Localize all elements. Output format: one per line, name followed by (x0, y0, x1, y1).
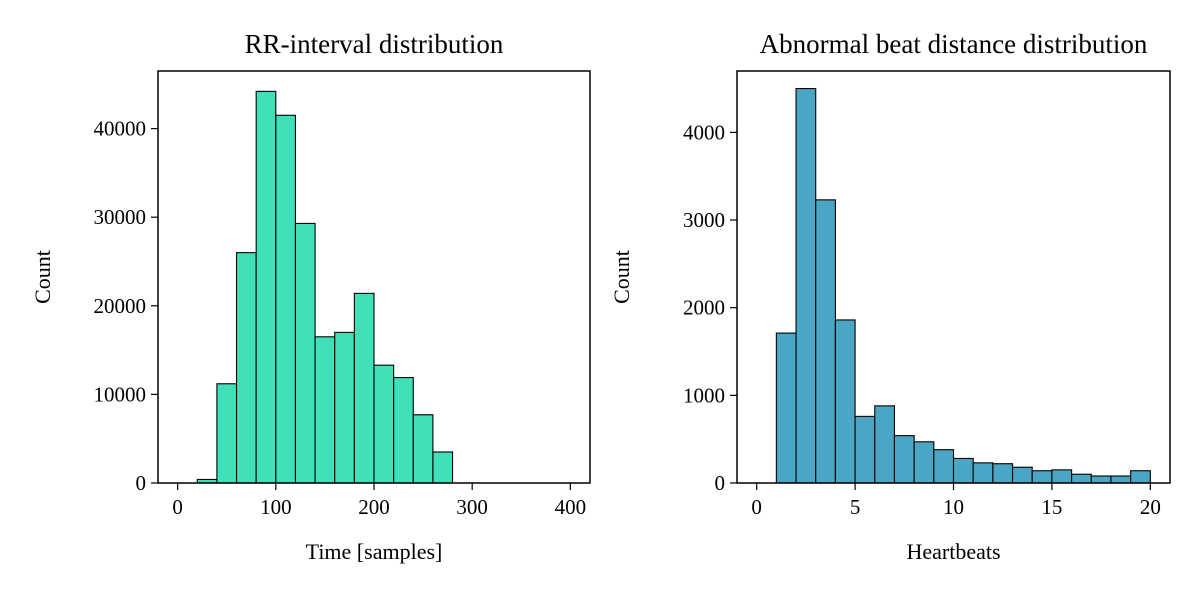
chart-1-ytick-label-4: 40000 (94, 117, 147, 141)
chart-1-bar-12 (412, 414, 434, 484)
chart-2-bar-17 (1110, 475, 1132, 484)
chart-1-ytick-label-3: 30000 (94, 205, 147, 229)
chart-2-xtick-label-0: 0 (751, 495, 762, 519)
chart-2-y-axis-label: Count (609, 250, 634, 304)
chart-1-bar-3 (235, 252, 257, 484)
chart-2-ytick-label-4: 4000 (683, 120, 725, 144)
chart-2-xtick-label-2: 10 (943, 495, 964, 519)
chart-2-ytick-label-3: 3000 (683, 208, 725, 232)
chart-2-title: Abnormal beat distance distribution (760, 29, 1148, 59)
chart-2-bar-10 (972, 462, 994, 484)
chart-2-bar-12 (1011, 466, 1033, 484)
chart-1-bar-9 (353, 292, 375, 484)
chart-1-xtick-label-0: 0 (172, 495, 183, 519)
chart-2-bar-11 (992, 463, 1014, 484)
chart-1-bar-7 (314, 336, 336, 484)
chart-1-x-axis-label: Time [samples] (306, 539, 443, 564)
chart-1-bar-5 (275, 114, 297, 484)
chart-2-bar-1 (795, 87, 817, 484)
chart-2-bar-3 (834, 319, 856, 484)
chart-2-bar-18 (1130, 470, 1151, 484)
chart-1-y-axis-label: Count (30, 250, 55, 304)
chart-2: 0 5 10 15 20 0 1000 2000 3000 4000 Abnormal beat d… (609, 29, 1171, 564)
chart-2-bar-7 (913, 441, 935, 484)
chart-1-xtick-label-2: 200 (358, 495, 390, 519)
chart-1-ytick-label-0: 0 (136, 471, 147, 495)
chart-2-x-axis-label: Heartbeats (906, 539, 1000, 564)
chart-2-bar-9 (952, 457, 974, 484)
chart-1-bar-13 (432, 451, 454, 484)
chart-1-xtick-label-4: 400 (555, 495, 587, 519)
chart-2-bar-0 (775, 332, 797, 484)
chart-2-ytick-label-0: 0 (715, 471, 726, 495)
chart-2-xtick-label-3: 15 (1041, 495, 1062, 519)
chart-1: 0 100 200 300 400 0 10000 20000 30000 40000 RR-int… (30, 29, 591, 564)
chart-2-ytick-label-2: 2000 (683, 296, 725, 320)
chart-2-xtick-label-4: 20 (1140, 495, 1161, 519)
chart-2-ytick-label-1: 1000 (683, 383, 725, 407)
chart-2-bar-2 (815, 199, 836, 484)
chart-2-bar-6 (893, 435, 915, 484)
chart-1-xtick-label-1: 100 (260, 495, 292, 519)
chart-1-bar-6 (294, 222, 316, 484)
chart-1-bar-2 (216, 383, 238, 484)
chart-2-bar-15 (1071, 473, 1092, 484)
chart-1-xtick-label-3: 300 (456, 495, 488, 519)
chart-2-bar-14 (1051, 469, 1073, 484)
chart-2-bar-16 (1090, 475, 1112, 484)
chart-1-ytick-label-2: 20000 (94, 294, 147, 318)
chart-2-bar-5 (874, 405, 896, 484)
chart-2-bar-8 (933, 449, 955, 484)
chart-2-bar-13 (1031, 470, 1053, 484)
chart-1-bar-11 (393, 377, 414, 484)
chart-2-bar-4 (854, 415, 876, 484)
chart-1-bar-4 (255, 90, 277, 484)
chart-1-bar-10 (373, 364, 395, 484)
chart-2-xtick-label-1: 5 (850, 495, 861, 519)
chart-1-bar-8 (334, 331, 355, 484)
chart-1-title: RR-interval distribution (245, 29, 504, 59)
chart-1-ytick-label-1: 10000 (94, 382, 147, 406)
